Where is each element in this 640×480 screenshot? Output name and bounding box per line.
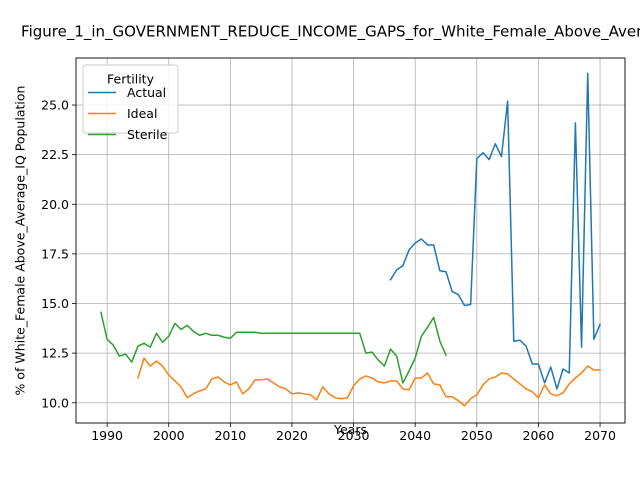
legend-label-actual: Actual — [127, 85, 166, 100]
legend: Fertility Actual Ideal Sterile — [82, 64, 179, 142]
x-tick-label: 1990 — [91, 428, 123, 443]
x-tick-label: 2040 — [399, 428, 431, 443]
legend-label-ideal: Ideal — [127, 106, 157, 121]
x-tick-label: 2010 — [214, 428, 246, 443]
legend-items: Actual Ideal Sterile — [88, 85, 168, 142]
x-tick-label: 2020 — [276, 428, 308, 443]
chart-title: Figure_1_in_GOVERNMENT_REDUCE_INCOME_GAP… — [21, 23, 640, 42]
legend-title: Fertility — [107, 72, 155, 87]
axes-frame — [75, 57, 626, 424]
y-tick-label: 15.0 — [41, 296, 69, 311]
legend-label-sterile: Sterile — [127, 127, 168, 142]
x-tick-label: 2000 — [153, 428, 185, 443]
x-axis-label: Years — [333, 422, 367, 437]
y-tick-label: 17.5 — [41, 246, 69, 261]
grid — [76, 58, 625, 423]
x-tick-label: 2050 — [461, 428, 493, 443]
series-line-sterile — [100, 311, 447, 384]
y-tick-label: 20.0 — [41, 197, 69, 212]
legend-frame — [82, 64, 179, 134]
series-line-ideal — [136, 357, 601, 407]
y-tick-label: 25.0 — [41, 98, 69, 113]
ticks: 1990 2000 2010 2020 2030 2040 2050 2060 2070 10.0… — [41, 98, 616, 443]
x-tick-label: 2060 — [523, 428, 555, 443]
series-lines — [100, 72, 602, 407]
y-tick-label: 22.5 — [41, 147, 69, 162]
series-line-actual — [389, 72, 602, 390]
y-tick-label: 10.0 — [41, 395, 69, 410]
y-tick-label: 12.5 — [41, 346, 69, 361]
x-tick-label: 2070 — [584, 428, 616, 443]
x-tick-label: 2030 — [338, 428, 370, 443]
y-axis-label: % of White_Female Above_Average_IQ Popul… — [13, 86, 28, 396]
